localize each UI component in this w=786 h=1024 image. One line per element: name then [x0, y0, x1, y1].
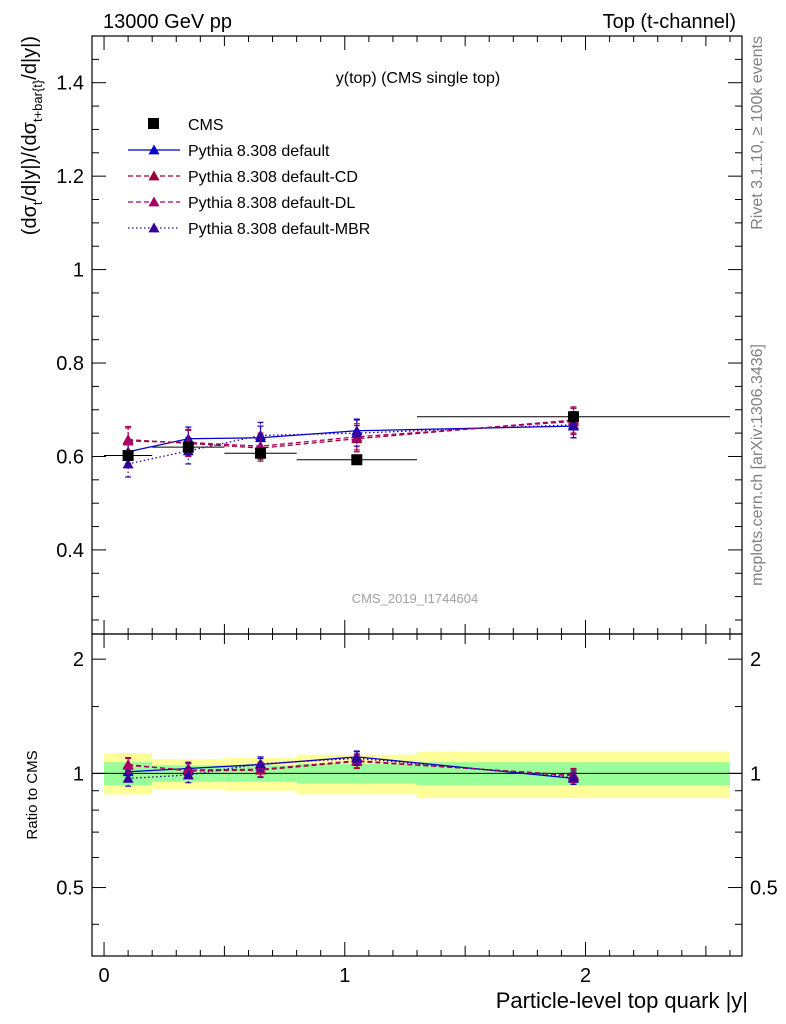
upper-y-axis-label: (dσt/d|y|)/(dσt+bar{t}/d|y|) — [19, 36, 45, 235]
ratio-plot: 0 1 2 0.5 0.5 1 1 2 2 — [56, 633, 778, 987]
ratio-series-point — [351, 752, 363, 763]
upper-y-tick-label: 0.6 — [56, 446, 84, 468]
analysis-watermark: CMS_2019_I1744604 — [352, 591, 479, 606]
legend-series-marker — [148, 222, 160, 233]
upper-y-tick-label: 0.4 — [56, 540, 84, 562]
x-axis-label: Particle-level top quark |y| — [496, 988, 748, 1013]
ratio-series-point — [182, 769, 194, 780]
x-tick-label: 1 — [339, 965, 350, 987]
ylabel-part-c: /d|y|) — [19, 36, 41, 80]
upper-y-tick-label: 1.2 — [56, 166, 84, 188]
source-label: mcplots.cern.ch [arXiv:1306.3436] — [749, 344, 766, 586]
cms-data-point — [567, 411, 579, 423]
upper-y-tick-label: 1 — [73, 260, 84, 282]
legend-series-label: Pythia 8.308 default-CD — [188, 169, 358, 186]
ylabel-sub-a: t — [30, 201, 45, 205]
upper-series-point — [122, 458, 134, 469]
ratio-y-tick-label-right: 0.5 — [750, 878, 778, 900]
ratio-y-tick-label: 1 — [73, 763, 84, 785]
cms-data-point — [351, 454, 363, 466]
upper-series-point — [122, 435, 134, 446]
ratio-series-point — [122, 772, 134, 783]
ratio-y-tick-label-right: 2 — [750, 649, 761, 671]
upper-series-line — [128, 419, 574, 449]
lower-y-axis-label: Ratio to CMS — [24, 750, 41, 839]
legend-cms-marker — [148, 118, 159, 129]
legend-series-marker — [148, 144, 160, 155]
x-tick-label: 2 — [580, 965, 591, 987]
upper-y-tick-label: 1.4 — [56, 73, 84, 95]
legend-cms-label: CMS — [188, 117, 224, 134]
header-energy-label: 13000 GeV pp — [103, 11, 232, 33]
upper-series-point — [351, 427, 363, 438]
legend: CMS Pythia 8.308 default Pythia 8.308 defa… — [128, 117, 370, 238]
rivet-version-label: Rivet 3.1.10, ≥ 100k events — [749, 36, 766, 230]
cms-data-point — [255, 447, 267, 459]
cms-data-point — [182, 441, 194, 453]
upper-y-tick-label: 0.8 — [56, 353, 84, 375]
legend-series-marker — [148, 170, 160, 181]
ratio-y-tick-label-right: 1 — [750, 763, 761, 785]
cms-data-point — [122, 450, 134, 462]
ylabel-part-a: (dσ — [19, 204, 41, 235]
upper-series-line — [127, 424, 574, 465]
ylabel-sub-b: t+bar{t} — [30, 79, 45, 122]
x-tick-label: 0 — [98, 965, 109, 987]
legend-series-label: Pythia 8.308 default-MBR — [188, 221, 370, 238]
ratio-y-tick-label: 2 — [73, 649, 84, 671]
upper-series-point — [255, 429, 267, 440]
upper-series-line — [127, 425, 574, 453]
ratio-series-point — [122, 759, 134, 770]
ylabel-part-b: /d|y|)/(dσ — [19, 121, 41, 201]
plot-title: y(top) (CMS single top) — [336, 70, 501, 87]
legend-series-label: Pythia 8.308 default — [188, 143, 330, 160]
legend-series-label: Pythia 8.308 default-DL — [188, 195, 355, 212]
ratio-y-tick-label: 0.5 — [56, 878, 84, 900]
ratio-series-point — [255, 758, 267, 769]
legend-series-marker — [148, 196, 160, 207]
upper-series-point — [567, 419, 579, 430]
ratio-series-point — [567, 772, 579, 782]
header-process-label: Top (t-channel) — [603, 11, 736, 33]
upper-plot: 0.4 0.6 0.8 1 1.2 1.4 — [56, 35, 743, 635]
